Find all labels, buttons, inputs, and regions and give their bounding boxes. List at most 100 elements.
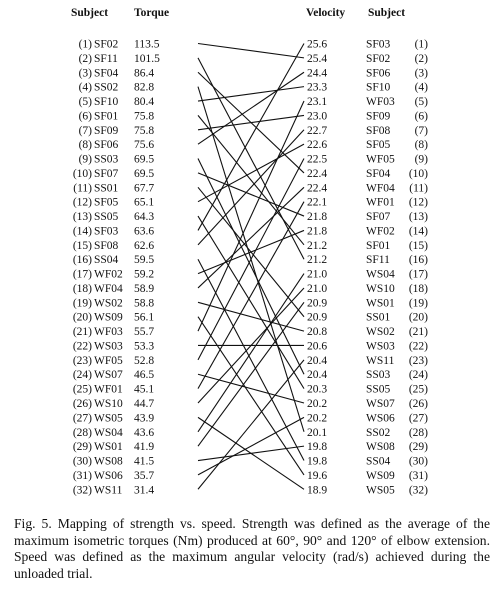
mapping-line: [197, 273, 305, 433]
velocity-value: 22.4: [307, 182, 327, 194]
left-subject-label: SS01: [94, 182, 119, 194]
mapping-line: [197, 143, 305, 203]
right-rank-label: (8): [415, 139, 429, 151]
mapping-line: [197, 359, 305, 490]
velocity-value: 20.1: [307, 427, 327, 439]
left-subject-label: SS02: [94, 82, 119, 94]
left-rank-label: (17): [73, 269, 92, 281]
left-subject-label: WS01: [94, 441, 123, 453]
left-subject-label: SF08: [94, 240, 119, 252]
torque-value: 69.5: [134, 154, 154, 166]
right-subject-label: WS06: [366, 412, 395, 424]
mapping-line: [197, 373, 305, 404]
mapping-line: [197, 215, 305, 389]
mapping-line: [197, 158, 305, 361]
left-subject-label: SF06: [94, 139, 119, 151]
mapping-line: [197, 445, 305, 462]
torque-value: 63.6: [134, 225, 154, 237]
torque-value: 62.6: [134, 240, 154, 252]
torque-value: 59.2: [134, 269, 154, 281]
velocity-value: 21.0: [307, 269, 327, 281]
left-rank-label: (14): [73, 225, 92, 237]
right-subject-label: WF03: [366, 96, 395, 108]
torque-value: 75.8: [134, 125, 154, 137]
torque-value: 69.5: [134, 168, 154, 180]
velocity-value: 20.8: [307, 326, 327, 338]
left-rank-label: (22): [73, 340, 92, 352]
mapping-line: [197, 287, 305, 404]
right-rank-label: (18): [409, 283, 428, 295]
right-subject-label: SF01: [366, 240, 391, 252]
velocity-value: 22.7: [307, 125, 327, 137]
velocity-value: 20.2: [307, 398, 327, 410]
left-rank-label: (12): [73, 197, 92, 209]
right-rank-label: (22): [409, 340, 428, 352]
right-subject-label: SS03: [366, 369, 391, 381]
right-subject-label: SF06: [366, 67, 391, 79]
left-subject-label: WS08: [94, 456, 123, 468]
left-subject-label: SF05: [94, 197, 119, 209]
right-rank-label: (2): [415, 53, 429, 65]
right-rank-label: (3): [415, 67, 429, 79]
left-subject-label: WS07: [94, 369, 123, 381]
left-rank-label: (9): [79, 154, 93, 166]
mapping-line: [197, 416, 305, 476]
velocity-value: 21.8: [307, 211, 327, 223]
right-rank-label: (6): [415, 110, 429, 122]
right-subject-label: SF11: [366, 254, 390, 266]
right-rank-label: (5): [415, 96, 429, 108]
torque-value: 44.7: [134, 398, 154, 410]
right-rank-label: (28): [409, 427, 428, 439]
left-subject-label: SF10: [94, 96, 119, 108]
left-subject-label: WS02: [94, 297, 123, 309]
velocity-value: 22.4: [307, 168, 327, 180]
left-rank-label: (23): [73, 355, 92, 367]
left-rank-label: (2): [79, 53, 93, 65]
right-subject-label: WS07: [366, 398, 395, 410]
velocity-value: 20.2: [307, 412, 327, 424]
left-subject-label: SF11: [94, 53, 118, 65]
left-rank-label: (20): [73, 312, 92, 324]
velocity-value: 22.6: [307, 139, 327, 151]
right-subject-label: SF09: [366, 110, 391, 122]
mapping-line: [197, 57, 305, 260]
mapping-line: [197, 43, 305, 231]
torque-header: Torque: [134, 7, 169, 19]
mapping-lines: [197, 42, 305, 490]
left-rank-label: (26): [73, 398, 92, 410]
torque-value: 75.8: [134, 110, 154, 122]
mapping-line: [197, 114, 305, 131]
left-rank-label: (5): [79, 96, 93, 108]
left-subject-label: SF03: [94, 225, 119, 237]
velocity-value: 20.3: [307, 384, 327, 396]
right-rank-label: (20): [409, 312, 428, 324]
right-subject-label: SF10: [366, 82, 391, 94]
torque-value: 82.8: [134, 82, 154, 94]
velocity-value: 24.4: [307, 67, 327, 79]
torque-value: 55.7: [134, 326, 154, 338]
left-subject-label: WF01: [94, 384, 123, 396]
right-subject-label: WS04: [366, 269, 395, 281]
left-subject-label: WS10: [94, 398, 123, 410]
velocity-value: 25.6: [307, 39, 327, 51]
strength-speed-mapping-figure: Subject Torque Velocity Subject (1) SF02 1…: [71, 7, 429, 496]
left-rank-label: (30): [73, 456, 92, 468]
mapping-line: [197, 42, 305, 59]
mapping-line: [197, 158, 305, 375]
right-rank-label: (32): [409, 484, 428, 496]
left-subject-label: SF02: [94, 39, 119, 51]
torque-value: 58.9: [134, 283, 154, 295]
torque-value: 56.1: [134, 312, 154, 324]
torque-value: 35.7: [134, 470, 154, 482]
right-rank-label: (15): [409, 240, 428, 252]
left-rank-label: (11): [73, 182, 92, 194]
torque-value: 46.5: [134, 369, 154, 381]
left-rank-label: (6): [79, 110, 93, 122]
left-subject-label: SF07: [94, 168, 119, 180]
velocity-value: 21.2: [307, 254, 327, 266]
left-subject-label: WF02: [94, 269, 123, 281]
right-rank-label: (10): [409, 168, 428, 180]
left-rank-label: (3): [79, 67, 93, 79]
left-rank-label: (24): [73, 369, 92, 381]
right-rank-label: (31): [409, 470, 428, 482]
